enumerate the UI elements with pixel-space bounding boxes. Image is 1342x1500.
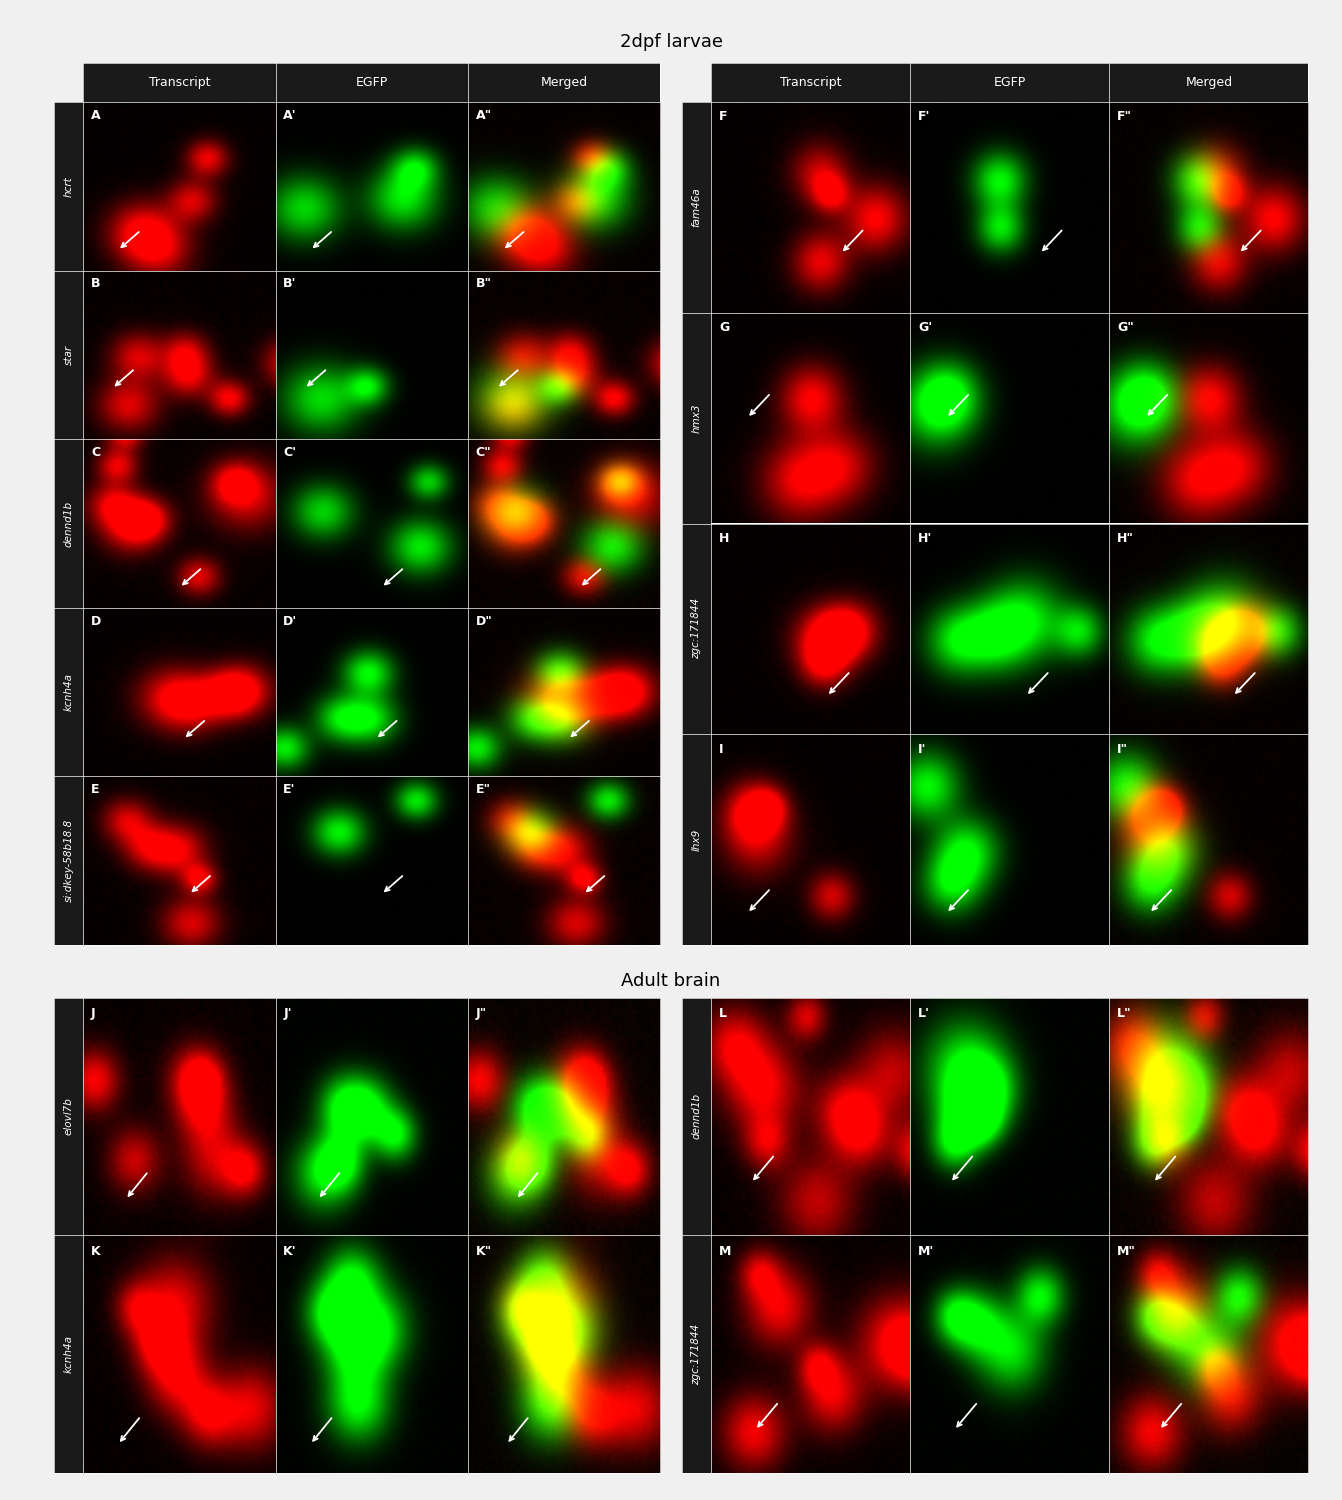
Text: J': J' bbox=[283, 1007, 291, 1020]
Text: K: K bbox=[91, 1245, 101, 1258]
Text: E': E' bbox=[283, 783, 295, 796]
Text: elovl7b: elovl7b bbox=[63, 1098, 74, 1136]
Text: L": L" bbox=[1118, 1007, 1131, 1020]
Text: J: J bbox=[91, 1007, 95, 1020]
Text: Merged: Merged bbox=[541, 76, 588, 88]
Text: dennd1b: dennd1b bbox=[691, 1094, 702, 1140]
Text: si:dkey-58b18.8: si:dkey-58b18.8 bbox=[63, 819, 74, 903]
Text: E: E bbox=[91, 783, 99, 796]
Text: G": G" bbox=[1118, 321, 1134, 334]
Text: kcnh4a: kcnh4a bbox=[63, 674, 74, 711]
Text: I': I' bbox=[918, 742, 927, 756]
Text: star: star bbox=[63, 345, 74, 364]
Text: EGFP: EGFP bbox=[356, 76, 388, 88]
Text: F: F bbox=[719, 111, 727, 123]
Text: B": B" bbox=[475, 278, 491, 291]
Text: Adult brain: Adult brain bbox=[621, 972, 721, 990]
Text: Transcript: Transcript bbox=[780, 76, 841, 88]
Text: B: B bbox=[91, 278, 101, 291]
Text: I: I bbox=[719, 742, 723, 756]
Text: 2dpf larvae: 2dpf larvae bbox=[620, 33, 722, 51]
Text: C": C" bbox=[475, 446, 491, 459]
Text: C': C' bbox=[283, 446, 297, 459]
Text: EGFP: EGFP bbox=[993, 76, 1027, 88]
Text: A': A' bbox=[283, 108, 297, 122]
Text: L: L bbox=[719, 1007, 727, 1020]
Text: F": F" bbox=[1118, 111, 1133, 123]
Text: dennd1b: dennd1b bbox=[63, 501, 74, 546]
Text: H': H' bbox=[918, 532, 933, 544]
Text: lhx9: lhx9 bbox=[691, 828, 702, 850]
Text: F': F' bbox=[918, 111, 931, 123]
Text: C: C bbox=[91, 446, 101, 459]
Text: Merged: Merged bbox=[1185, 76, 1232, 88]
Text: zgc:171844: zgc:171844 bbox=[691, 1323, 702, 1384]
Text: D: D bbox=[91, 615, 101, 627]
Text: Transcript: Transcript bbox=[149, 76, 211, 88]
Text: H: H bbox=[719, 532, 730, 544]
Text: L': L' bbox=[918, 1007, 930, 1020]
Text: fam46a: fam46a bbox=[691, 188, 702, 228]
Text: K": K" bbox=[475, 1245, 493, 1258]
Text: hmx3: hmx3 bbox=[691, 404, 702, 433]
Text: G': G' bbox=[918, 321, 933, 334]
Text: B': B' bbox=[283, 278, 297, 291]
Text: kcnh4a: kcnh4a bbox=[63, 1335, 74, 1372]
Text: D": D" bbox=[475, 615, 493, 627]
Text: M': M' bbox=[918, 1245, 934, 1258]
Text: zgc:171844: zgc:171844 bbox=[691, 598, 702, 660]
Text: I": I" bbox=[1118, 742, 1129, 756]
Text: K': K' bbox=[283, 1245, 297, 1258]
Text: A: A bbox=[91, 108, 101, 122]
Text: J": J" bbox=[475, 1007, 487, 1020]
Text: D': D' bbox=[283, 615, 298, 627]
Text: H": H" bbox=[1118, 532, 1134, 544]
Text: E": E" bbox=[475, 783, 491, 796]
Text: G: G bbox=[719, 321, 730, 334]
Text: M": M" bbox=[1118, 1245, 1137, 1258]
Text: hcrt: hcrt bbox=[63, 176, 74, 196]
Text: M: M bbox=[719, 1245, 731, 1258]
Text: A": A" bbox=[475, 108, 493, 122]
